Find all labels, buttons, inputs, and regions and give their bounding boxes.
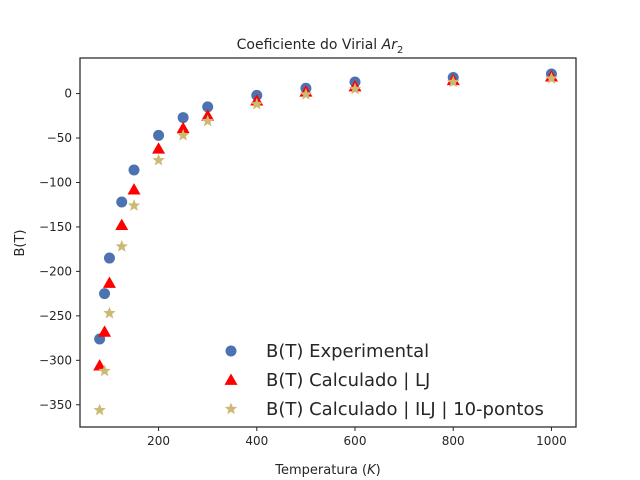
data-point <box>128 164 140 176</box>
data-point <box>103 306 116 319</box>
data-point <box>176 121 190 134</box>
legend-label: B(T) Calculado | ILJ | 10-pontos <box>266 399 544 420</box>
y-axis-ticks: 0 −50 −100 −150 −200 −250 −300 −350 <box>39 87 80 412</box>
data-point <box>99 288 111 300</box>
x-tick-label: 600 <box>344 434 367 448</box>
data-point <box>545 71 558 84</box>
data-point <box>115 218 129 231</box>
plot-frame <box>79 57 577 428</box>
data-point <box>115 240 128 252</box>
y-tick-label: −50 <box>47 131 72 145</box>
data-point <box>103 252 115 264</box>
y-tick-label: 0 <box>64 87 72 101</box>
legend-label: B(T) Experimental <box>266 341 429 362</box>
plot-area <box>93 68 558 416</box>
y-tick-label: −300 <box>39 353 72 367</box>
data-point <box>348 82 362 95</box>
series-3 <box>93 71 558 416</box>
x-axis-ticks: 200 400 600 800 1000 <box>147 427 567 448</box>
data-point <box>177 112 189 124</box>
data-point <box>202 101 214 113</box>
y-tick-label: −100 <box>39 175 72 189</box>
legend-marker <box>224 402 238 415</box>
legend-label: B(T) Calculado | LJ <box>266 370 430 391</box>
legend-marker <box>225 345 237 357</box>
x-tick-label: 400 <box>245 434 268 448</box>
data-point <box>447 75 460 88</box>
data-point <box>102 276 116 288</box>
data-point <box>98 364 111 377</box>
data-point <box>152 142 166 154</box>
data-point <box>127 183 141 195</box>
data-point <box>176 128 190 141</box>
x-axis-label: Temperatura (K) <box>274 463 380 478</box>
data-point <box>116 196 128 208</box>
data-point <box>93 403 106 416</box>
y-tick-label: −200 <box>39 264 72 278</box>
data-point <box>98 325 112 337</box>
legend-marker <box>224 373 238 385</box>
legend-item: B(T) Calculado | LJ <box>224 370 430 391</box>
x-tick-label: 800 <box>442 434 465 448</box>
legend-item: B(T) Experimental <box>225 341 429 362</box>
data-point <box>127 199 141 211</box>
data-point <box>93 359 107 371</box>
y-tick-label: −350 <box>39 398 72 412</box>
x-tick-label: 1000 <box>536 434 567 448</box>
data-point <box>299 87 313 100</box>
data-point <box>201 114 214 127</box>
data-point <box>153 129 165 141</box>
y-tick-label: −250 <box>39 309 72 323</box>
y-axis-label: B(T) <box>13 229 28 256</box>
legend-item: B(T) Calculado | ILJ | 10-pontos <box>224 399 544 420</box>
x-tick-label: 200 <box>147 434 170 448</box>
y-tick-label: −150 <box>39 220 72 234</box>
data-point <box>250 97 263 110</box>
data-point <box>152 153 165 166</box>
legend: B(T) Experimental B(T) Calculado | LJ B(T)… <box>224 341 544 420</box>
chart-title: Coeficiente do Virial Ar2 <box>237 37 404 56</box>
